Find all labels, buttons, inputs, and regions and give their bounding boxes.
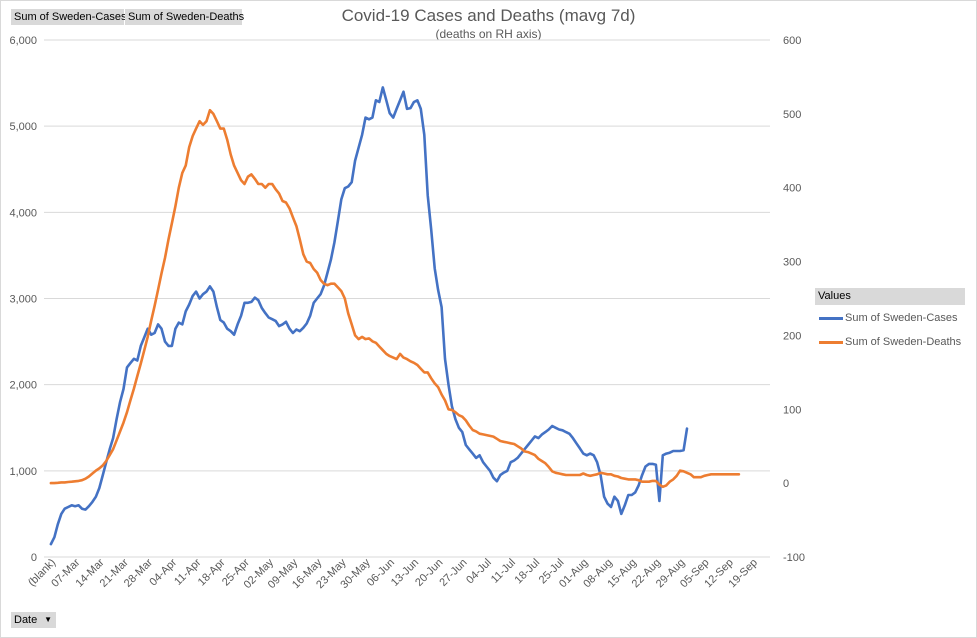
dropdown-arrow-icon[interactable]: ▼ [44,615,52,624]
legend-header[interactable]: Values [815,288,965,305]
y-left-tick-label: 3,000 [9,294,37,306]
y-left-tick-label: 4,000 [9,207,37,219]
y-right-tick-label: 0 [783,478,789,490]
y-right-tick-label: 600 [783,35,801,47]
cases-field-button[interactable]: Sum of Sweden-Cases [11,9,127,25]
date-field-label: Date [14,614,38,626]
legend-swatch-cases [819,317,843,320]
legend-item-deaths: Sum of Sweden-Deaths [815,331,965,353]
y-right-tick-label: 400 [783,183,801,195]
y-right-tick-label: 300 [783,257,801,269]
legend-swatch-deaths [819,341,843,344]
legend-label-cases: Sum of Sweden-Cases [845,312,958,324]
cases-series-line [49,86,689,546]
y-right-tick-label: 500 [783,109,801,121]
y-right-tick-label: 200 [783,330,801,342]
x-tick-label: 18-Jul [513,557,543,587]
y-left-tick-label: 6,000 [9,35,37,47]
chart-subtitle: (deaths on RH axis) [435,27,542,41]
deaths-series-line [49,108,741,489]
chart-title: Covid-19 Cases and Deaths (mavg 7d) [341,6,636,25]
y-right-tick-label: 100 [783,404,801,416]
x-tick-label: 04-Apr [147,556,179,588]
legend-label-deaths: Sum of Sweden-Deaths [845,336,962,348]
legend: Values Sum of Sweden-Cases Sum of Sweden… [815,288,965,353]
y-left-tick-label: 0 [31,552,37,564]
y-right-tick-label: -100 [783,552,805,564]
x-tick-label: 04-Jul [464,557,494,587]
deaths-field-button[interactable]: Sum of Sweden-Deaths [125,9,244,25]
x-tick-label: 11-Jul [489,557,518,586]
y-left-tick-label: 1,000 [9,466,37,478]
y-left-tick-label: 2,000 [9,380,37,392]
legend-item-cases: Sum of Sweden-Cases [815,307,965,329]
x-tick-label: 27-Jun [437,557,469,589]
y-left-tick-label: 5,000 [9,121,37,133]
date-field-button[interactable]: Date ▼ [11,612,56,628]
